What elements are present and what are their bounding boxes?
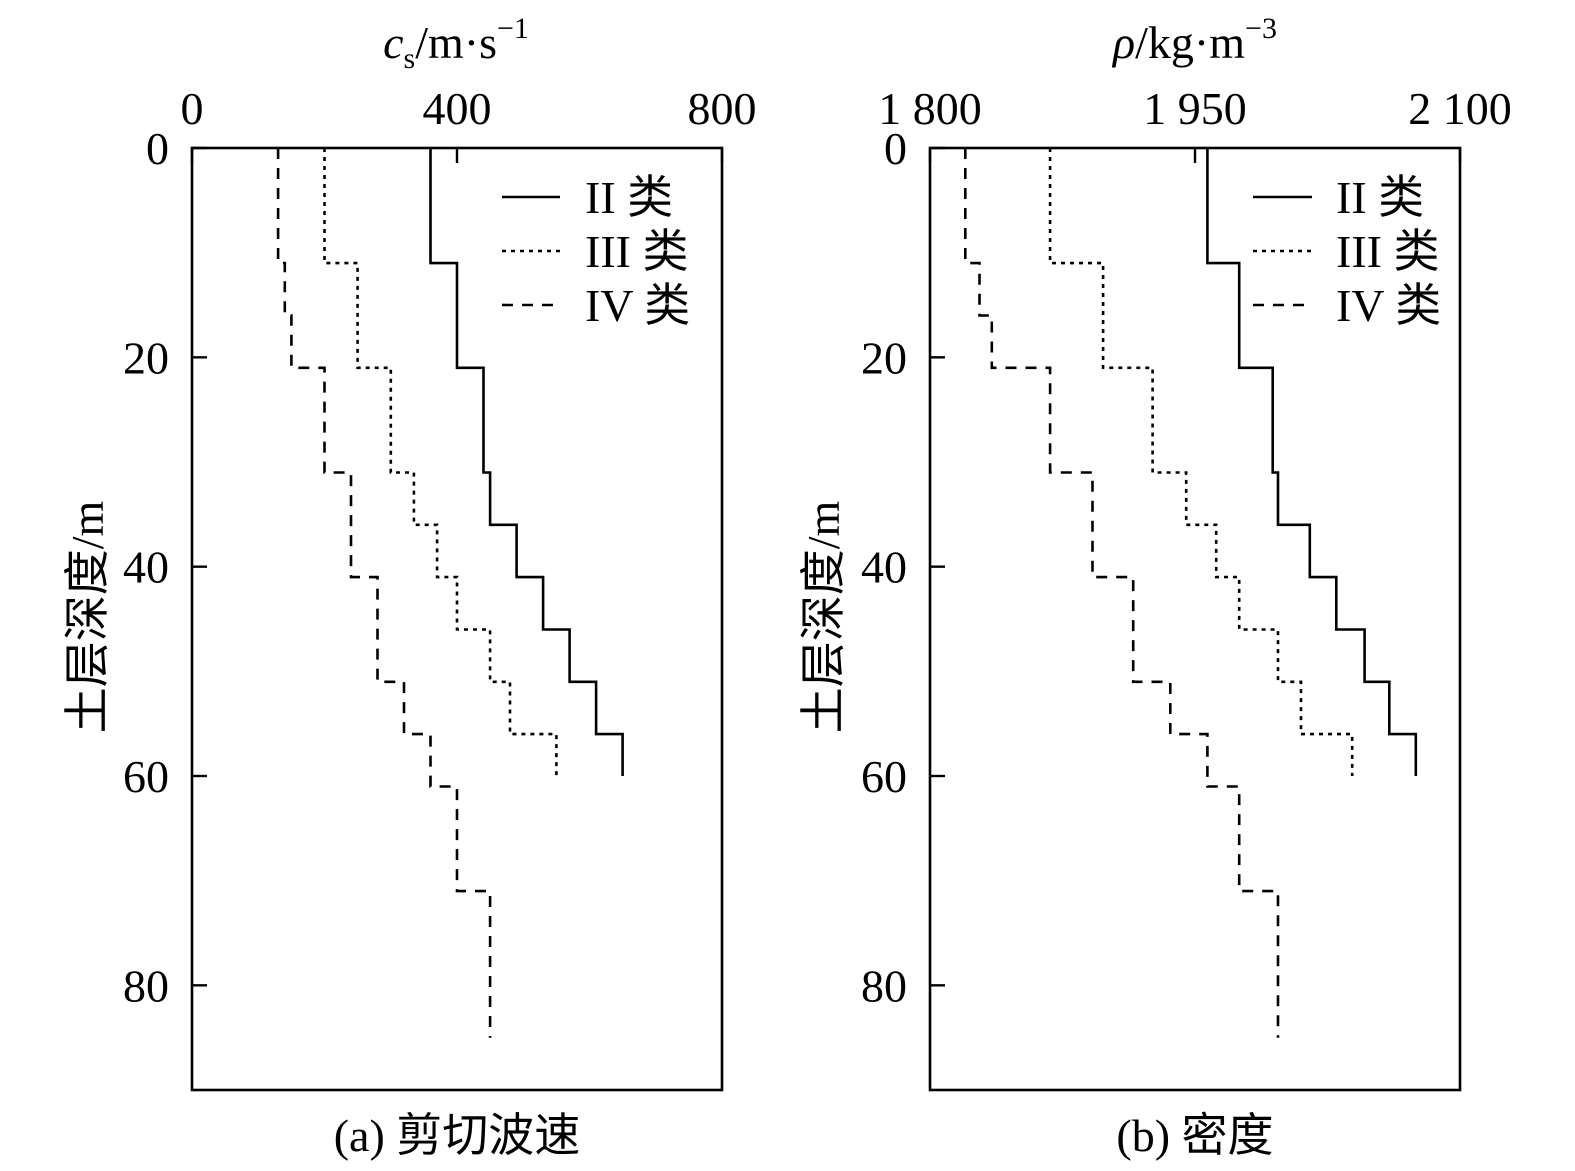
x-tick-label: 1 950	[1143, 83, 1247, 134]
panel-a-shear-wave-velocity: cs/m·s−1 土层深度/m (a) 剪切波速 0 400 800 0 20 40 60 8…	[62, 12, 757, 1161]
x-tick-label: 400	[423, 83, 492, 134]
x-axis-title: cs/m·s−1	[383, 12, 529, 75]
panel-b-density: ρ/kg·m−3 土层深度/m (b) 密度 1 800 1 950 2 100 0 2…	[798, 12, 1512, 1161]
x-axis-title-superscript: −1	[497, 12, 529, 45]
y-tick-label: 40	[861, 542, 907, 593]
x-tick-label: 2 100	[1408, 83, 1512, 134]
y-tick-label: 0	[146, 123, 169, 174]
x-tick-label: 1 800	[878, 83, 982, 134]
x-tick-label: 800	[688, 83, 757, 134]
y-tick-label: 60	[861, 751, 907, 802]
legend-label-class-ii: II 类	[585, 172, 673, 223]
x-axis-title-symbol: ρ	[1111, 17, 1135, 68]
series-line-class-iv	[276, 148, 492, 1038]
y-tick-label: 0	[884, 123, 907, 174]
y-tick-label: 80	[861, 960, 907, 1011]
legend-label-class-iv: IV 类	[1336, 280, 1441, 331]
panel-caption: (b) 密度	[1116, 1110, 1273, 1161]
series-line-class-iii	[1048, 148, 1354, 776]
x-axis-title-subscript: s	[404, 42, 416, 75]
y-axis-title: 土层深度/m	[798, 501, 849, 734]
y-tick-label: 60	[123, 751, 169, 802]
x-axis-title-superscript: −3	[1245, 12, 1277, 45]
x-axis-title-unit: /m·s	[415, 17, 497, 68]
y-tick-label: 40	[123, 542, 169, 593]
legend-label-class-ii: II 类	[1336, 172, 1424, 223]
y-tick-label: 20	[861, 332, 907, 383]
x-axis-title: ρ/kg·m−3	[1111, 12, 1277, 68]
series-line-class-iv	[964, 148, 1280, 1038]
legend-label-class-iv: IV 类	[585, 280, 690, 331]
series-line-class-ii	[1206, 148, 1418, 776]
y-tick-label: 80	[123, 960, 169, 1011]
y-tick-label: 20	[123, 332, 169, 383]
y-axis-title: 土层深度/m	[62, 501, 113, 734]
x-axis-title-unit: /kg·m	[1135, 17, 1245, 68]
series-line-class-iii	[323, 148, 558, 776]
legend-label-class-iii: III 类	[1336, 226, 1439, 277]
x-tick-label: 0	[181, 83, 204, 134]
legend-label-class-iii: III 类	[585, 226, 688, 277]
x-axis-title-symbol: c	[383, 17, 403, 68]
series-line-class-ii	[429, 148, 624, 776]
panel-caption: (a) 剪切波速	[334, 1110, 581, 1161]
